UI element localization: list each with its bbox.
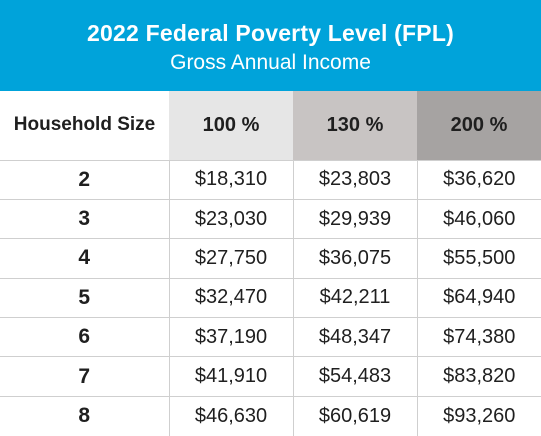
- table-row: 7 $41,910 $54,483 $83,820: [0, 356, 541, 397]
- column-header-household-size: Household Size: [0, 91, 169, 160]
- income-200-cell: $46,060: [416, 198, 541, 239]
- income-130-cell: $36,075: [292, 238, 417, 279]
- income-100-cell: $27,750: [168, 238, 293, 279]
- income-130-cell: $60,619: [292, 395, 417, 436]
- income-200-cell: $55,500: [416, 238, 541, 279]
- household-size-cell: 6: [0, 317, 169, 357]
- income-200-cell: $93,260: [416, 395, 541, 436]
- household-size-cell: 3: [0, 198, 169, 239]
- income-100-cell: $41,910: [168, 356, 293, 397]
- income-100-cell: $32,470: [168, 277, 293, 318]
- income-200-cell: $36,620: [416, 159, 541, 200]
- income-130-cell: $42,211: [292, 277, 417, 318]
- column-header-100-percent: 100 %: [169, 91, 293, 160]
- column-header-200-percent: 200 %: [417, 91, 541, 160]
- household-size-cell: 8: [0, 395, 169, 436]
- household-size-cell: 5: [0, 277, 169, 318]
- table-row: 2 $18,310 $23,803 $36,620: [0, 159, 541, 200]
- table-row: 4 $27,750 $36,075 $55,500: [0, 238, 541, 279]
- income-130-cell: $48,347: [292, 317, 417, 357]
- income-130-cell: $29,939: [292, 198, 417, 239]
- table-row: 6 $37,190 $48,347 $74,380: [0, 317, 541, 357]
- income-200-cell: $83,820: [416, 356, 541, 397]
- fpl-table: Household Size 100 % 130 % 200 % 2 $18,3…: [0, 91, 541, 436]
- income-200-cell: $74,380: [416, 317, 541, 357]
- header-row: Household Size 100 % 130 % 200 %: [0, 91, 541, 160]
- income-100-cell: $18,310: [168, 159, 293, 200]
- income-130-cell: $23,803: [292, 159, 417, 200]
- income-200-cell: $64,940: [416, 277, 541, 318]
- household-size-cell: 2: [0, 159, 169, 200]
- table-row: 8 $46,630 $60,619 $93,260: [0, 395, 541, 436]
- page-subtitle: Gross Annual Income: [170, 51, 371, 74]
- income-100-cell: $23,030: [168, 198, 293, 239]
- household-size-cell: 4: [0, 238, 169, 279]
- table-row: 5 $32,470 $42,211 $64,940: [0, 277, 541, 318]
- table-row: 3 $23,030 $29,939 $46,060: [0, 198, 541, 239]
- income-100-cell: $37,190: [168, 317, 293, 357]
- page-title: 2022 Federal Poverty Level (FPL): [87, 20, 454, 46]
- column-header-130-percent: 130 %: [293, 91, 417, 160]
- income-100-cell: $46,630: [168, 395, 293, 436]
- income-130-cell: $54,483: [292, 356, 417, 397]
- table-header-banner: 2022 Federal Poverty Level (FPL) Gross A…: [0, 0, 541, 91]
- household-size-cell: 7: [0, 356, 169, 397]
